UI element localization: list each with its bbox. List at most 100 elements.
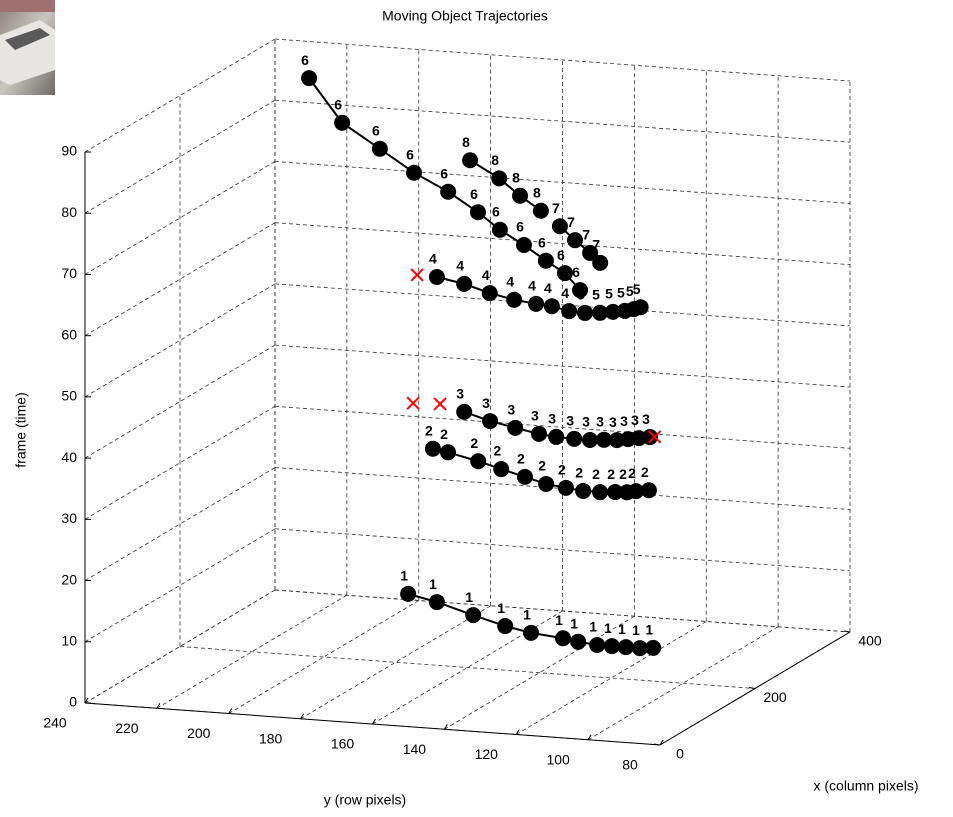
grid-line: [587, 626, 779, 741]
point-label: 3: [596, 414, 604, 430]
trajectory-point: [592, 254, 609, 271]
point-label: 7: [552, 200, 560, 216]
trajectory-line: [469, 159, 542, 212]
point-label: 5: [592, 286, 600, 302]
trajectory-point: [596, 431, 612, 448]
trajectory-point: [301, 70, 318, 87]
tick-mark: [156, 702, 161, 709]
point-label: 6: [538, 234, 546, 250]
z-tick-label: 50: [61, 388, 77, 404]
x-tick-label: 0: [676, 746, 684, 762]
point-label: 6: [572, 264, 580, 280]
tick-mark: [748, 687, 756, 689]
trajectory-point: [491, 221, 508, 238]
trajectory-point: [576, 304, 593, 321]
point-label: 2: [619, 466, 627, 482]
grid-line: [84, 99, 276, 214]
trajectory-point: [575, 482, 592, 499]
grid-line: [274, 38, 851, 82]
point-label: 8: [462, 134, 470, 150]
point-label: 6: [557, 247, 565, 263]
point-label: 1: [497, 600, 505, 616]
point-label: 2: [425, 422, 433, 438]
trajectory-point: [645, 639, 662, 656]
trajectory-point: [512, 187, 529, 204]
trajectory-point: [507, 419, 524, 436]
point-label: 6: [406, 146, 414, 162]
point-label: 2: [607, 466, 615, 482]
point-label: 5: [626, 283, 634, 299]
point-label: 6: [301, 52, 309, 68]
trajectory-point: [557, 479, 574, 496]
point-label: 6: [492, 203, 500, 219]
grid-line: [274, 283, 851, 327]
point-label: 4: [528, 278, 536, 294]
y-tick-label: 100: [546, 751, 570, 767]
point-label: 2: [493, 443, 501, 459]
trajectory-point: [642, 429, 658, 446]
point-label: 1: [570, 615, 578, 631]
trajectory-point: [566, 430, 583, 447]
tick-mark: [84, 697, 89, 704]
point-label: 7: [567, 214, 575, 230]
trajectory-point: [482, 413, 499, 430]
point-label: 3: [609, 414, 617, 430]
point-label: 6: [470, 186, 478, 202]
trajectory-point: [561, 303, 578, 320]
trajectory-point: [537, 252, 554, 269]
trajectory-point: [640, 482, 657, 499]
trajectory-point: [555, 630, 572, 647]
trajectory-point: [592, 304, 609, 321]
trajectory-point: [506, 291, 523, 308]
point-label: 1: [523, 607, 531, 623]
y-tick-label: 200: [187, 725, 211, 741]
lost-marker: [647, 430, 662, 444]
trajectory-point: [548, 428, 565, 445]
z-tick-label: 30: [61, 510, 77, 526]
point-label: 1: [618, 621, 626, 637]
trajectory-point: [582, 244, 599, 261]
trajectory-point: [604, 303, 621, 320]
point-label: 2: [641, 464, 649, 480]
point-label: 1: [589, 619, 597, 635]
z-tick-label: 70: [61, 265, 77, 281]
trajectory-point: [607, 484, 624, 501]
y-tick-label: 80: [622, 757, 638, 773]
x-tick-label: 400: [858, 633, 882, 649]
trajectory-point: [530, 425, 547, 442]
trajectory-point: [481, 285, 498, 302]
trajectory-point: [440, 444, 457, 461]
trajectory-point: [523, 624, 540, 641]
tick-mark: [843, 630, 851, 633]
z-tick-label: 10: [61, 632, 77, 648]
trajectory-point: [491, 170, 508, 187]
lost-marker: [433, 397, 447, 411]
point-label: 2: [628, 465, 636, 481]
trajectory-point: [334, 114, 351, 131]
point-label: 5: [633, 281, 641, 297]
point-label: 2: [470, 435, 478, 451]
trajectory-point: [589, 637, 606, 654]
trajectory-point: [551, 218, 568, 235]
trajectory-point: [497, 618, 514, 635]
point-label: 1: [632, 622, 640, 638]
point-label: 1: [604, 620, 612, 636]
point-label: 3: [582, 414, 590, 430]
x-tick-label: 200: [763, 689, 787, 705]
trajectory-point: [603, 638, 620, 655]
z-tick-label: 60: [61, 326, 77, 342]
point-label: 1: [465, 589, 473, 605]
trajectory-point: [543, 298, 560, 315]
trajectory-point: [528, 295, 545, 312]
trajectory-point: [627, 483, 644, 500]
point-label: 6: [516, 219, 524, 235]
point-label: 2: [440, 426, 448, 442]
trajectory-point: [556, 265, 573, 282]
trajectory-point: [592, 484, 609, 501]
tick-mark: [659, 739, 664, 746]
grid-line: [228, 600, 419, 714]
trajectory-point: [532, 202, 549, 219]
grid-line: [274, 344, 851, 388]
trajectory-point: [462, 152, 479, 169]
z-tick-label: 80: [61, 204, 77, 220]
